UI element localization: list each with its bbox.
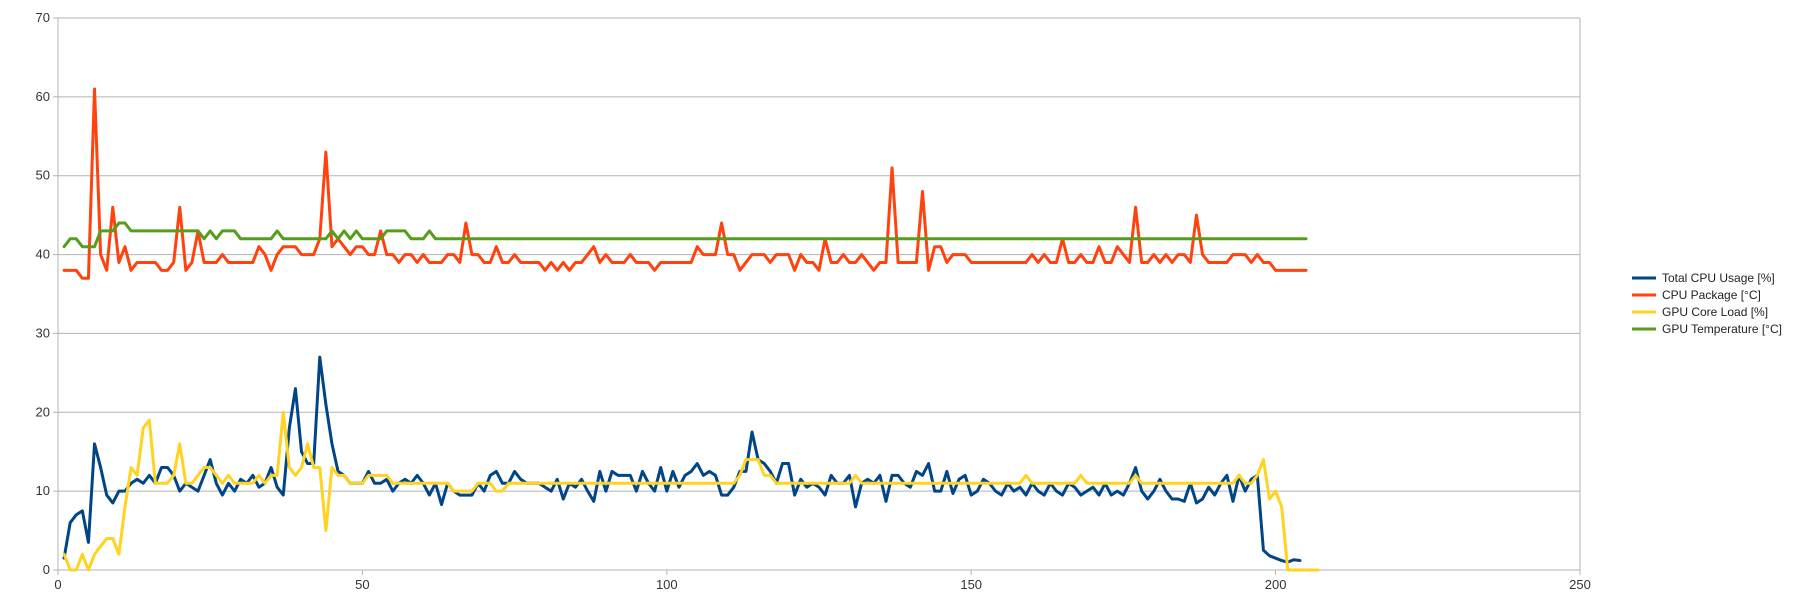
series-line-1: [62, 355, 1302, 564]
y-tick-label: 40: [36, 247, 50, 262]
legend-label-1: Total CPU Usage [%]: [1662, 271, 1775, 285]
x-tick-label: 100: [656, 577, 678, 592]
x-tick-label: 250: [1569, 577, 1591, 592]
y-tick-label: 10: [36, 483, 50, 498]
y-tick-label: 70: [36, 10, 50, 25]
y-tick-label: 50: [36, 168, 50, 183]
legend-label-4: GPU Temperature [°C]: [1662, 322, 1782, 336]
series-line-3: [62, 410, 1320, 572]
legend: Total CPU Usage [%] CPU Package [°C] GPU C…: [1632, 271, 1782, 336]
y-tick-label: 0: [43, 562, 50, 577]
legend-label-2: CPU Package [°C]: [1662, 288, 1761, 302]
series-line-2: [62, 87, 1308, 280]
x-tick-label: 150: [960, 577, 982, 592]
y-tick-label: 30: [36, 325, 50, 340]
legend-label-3: GPU Core Load [%]: [1662, 305, 1768, 319]
x-tick-label: 200: [1265, 577, 1287, 592]
x-tick-label: 50: [355, 577, 369, 592]
x-tick-label: 0: [54, 577, 61, 592]
series-lines: [62, 87, 1320, 572]
axes: 0 10 20 30 40 50 60 70 0 50 100 150 200 250: [36, 10, 1591, 592]
series-line-4: [62, 221, 1308, 249]
y-tick-label: 60: [36, 89, 50, 104]
y-tick-label: 20: [36, 404, 50, 419]
